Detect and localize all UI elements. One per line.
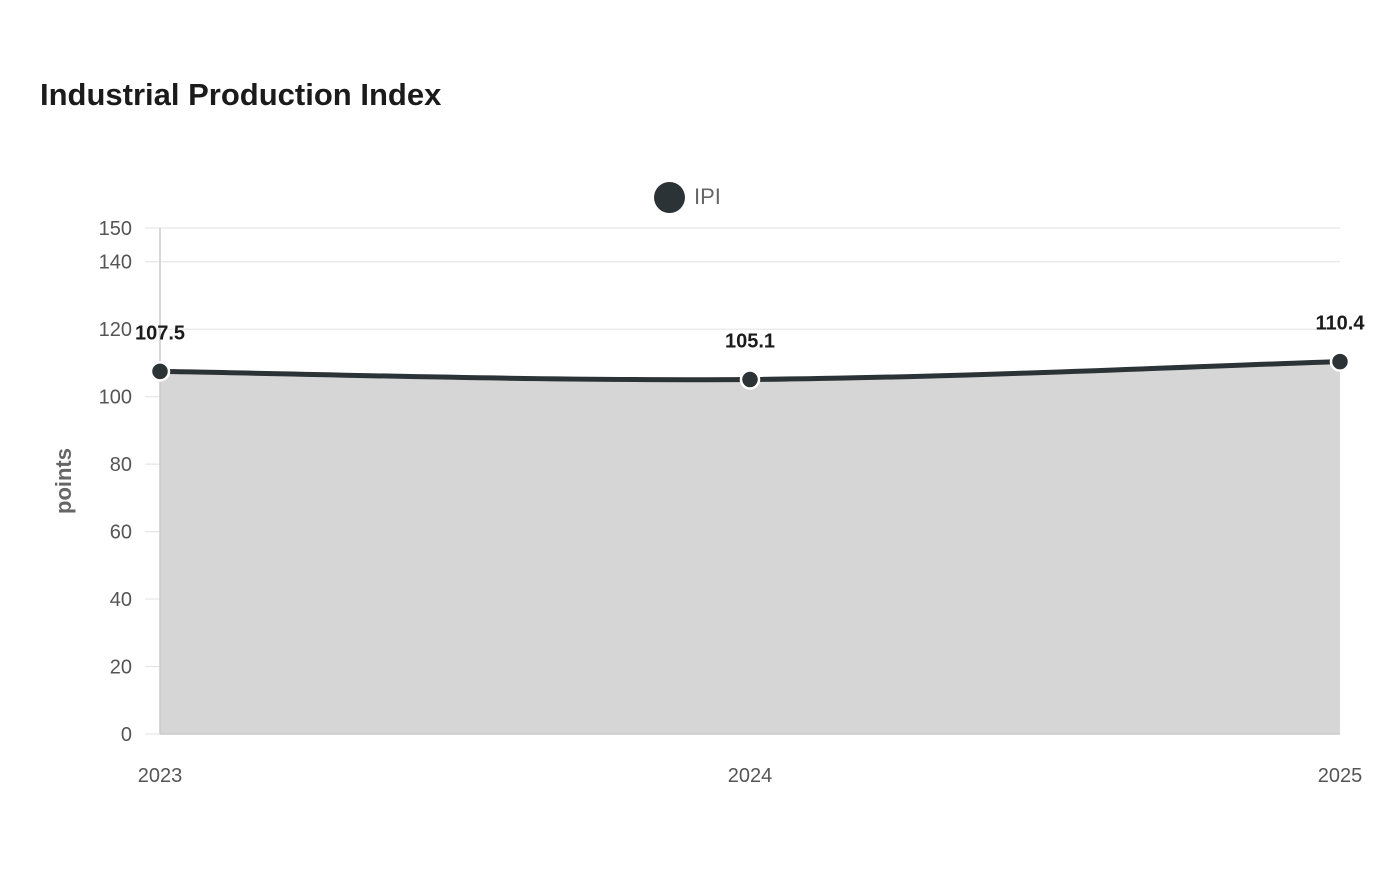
tick-labels: 0 20 40 60 80 100 120 140 150 2023 2024 2025	[99, 218, 1363, 787]
y-axis-title: points	[51, 448, 76, 514]
legend-swatch	[654, 181, 685, 213]
y-tick-label: 20	[110, 657, 132, 679]
data-point[interactable]	[739, 369, 761, 390]
x-tick-label: 2023	[138, 765, 183, 787]
y-tick-label: 100	[99, 387, 132, 409]
y-tick-label: 80	[110, 454, 132, 476]
y-tick-label: 150	[99, 218, 132, 240]
chart-title: Industrial Production Index	[40, 77, 442, 112]
data-point[interactable]	[1329, 351, 1351, 372]
data-label: 110.4	[1316, 313, 1366, 335]
legend[interactable]: IPI	[654, 181, 721, 213]
series-area	[160, 361, 1340, 734]
data-label: 107.5	[135, 322, 185, 344]
y-tick-label: 40	[110, 589, 132, 611]
legend-label-ipi: IPI	[694, 184, 721, 209]
y-tick-label: 120	[99, 319, 132, 341]
y-tick-label: 140	[99, 252, 132, 274]
axes	[159, 228, 1340, 735]
x-tick-label: 2025	[1318, 765, 1363, 787]
y-tick-label: 60	[110, 522, 132, 544]
data-points[interactable]	[149, 351, 1351, 390]
data-point[interactable]	[149, 361, 171, 382]
data-label: 105.1	[725, 330, 775, 352]
data-labels: 107.5 105.1 110.4	[135, 313, 1365, 353]
y-tick-label: 0	[121, 724, 132, 746]
x-tick-label: 2024	[728, 765, 773, 787]
series-area-ipi	[160, 361, 1340, 734]
